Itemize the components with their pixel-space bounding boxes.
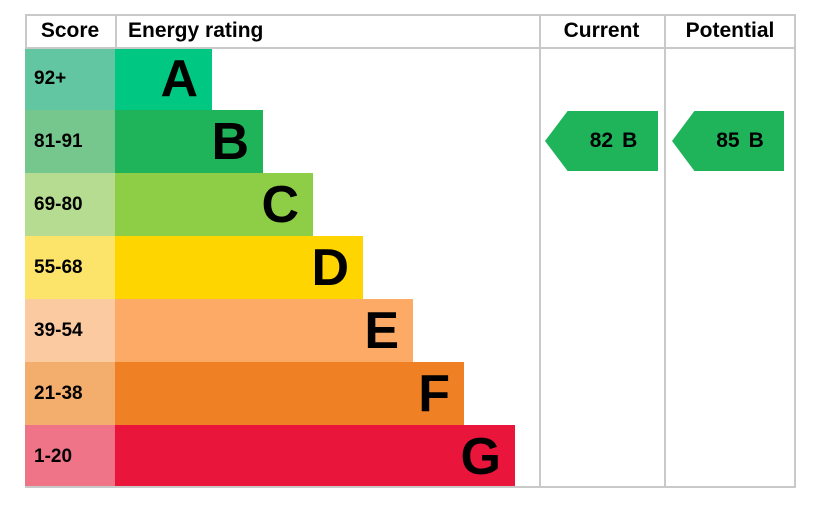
table-border-current-divider bbox=[539, 14, 541, 488]
table-border-bottom bbox=[25, 486, 796, 488]
energy-rating-column-header: Energy rating bbox=[128, 18, 264, 42]
current-column-header: Current bbox=[563, 18, 640, 42]
current-score-value: 82 bbox=[589, 129, 614, 152]
potential-score-value: 85 bbox=[716, 129, 740, 152]
band-row-e: 39-54 E bbox=[25, 299, 539, 362]
band-bar-a: A bbox=[115, 47, 212, 110]
score-range-a: 92+ bbox=[25, 47, 115, 110]
current-band-letter: B bbox=[622, 129, 638, 152]
score-range-g: 1-20 bbox=[25, 425, 115, 488]
epc-energy-rating-chart: Score Energy rating Current Potential 92… bbox=[25, 14, 796, 488]
table-border-top bbox=[25, 14, 796, 16]
band-letter-c: C bbox=[261, 175, 299, 234]
band-letter-a: A bbox=[160, 49, 198, 108]
score-range-e: 39-54 bbox=[25, 299, 115, 362]
band-letter-d: D bbox=[311, 238, 349, 297]
band-row-a: 92+ A bbox=[25, 47, 539, 110]
band-row-f: 21-38 F bbox=[25, 362, 539, 425]
band-row-g: 1-20 G bbox=[25, 425, 539, 488]
band-letter-b: B bbox=[211, 112, 249, 171]
band-letter-g: G bbox=[460, 427, 501, 486]
potential-column-header: Potential bbox=[685, 18, 775, 42]
table-border-potential-divider bbox=[664, 14, 666, 488]
score-range-b: 81-91 bbox=[25, 110, 115, 173]
band-bar-b: B bbox=[115, 110, 263, 173]
table-border-right bbox=[794, 14, 796, 488]
potential-band-letter: B bbox=[748, 129, 764, 152]
band-letter-e: E bbox=[364, 301, 399, 360]
band-letter-f: F bbox=[418, 364, 450, 423]
band-rows: 92+ A 81-91 B 69-80 C 55-68 D 39-54 E 21… bbox=[25, 47, 539, 488]
score-range-d: 55-68 bbox=[25, 236, 115, 299]
score-column-header: Score bbox=[40, 18, 100, 42]
band-bar-e: E bbox=[115, 299, 413, 362]
band-bar-d: D bbox=[115, 236, 363, 299]
band-row-c: 69-80 C bbox=[25, 173, 539, 236]
potential-rating-arrow: 85 B bbox=[672, 111, 784, 171]
band-bar-g: G bbox=[115, 425, 515, 488]
band-row-d: 55-68 D bbox=[25, 236, 539, 299]
band-bar-f: F bbox=[115, 362, 464, 425]
score-range-f: 21-38 bbox=[25, 362, 115, 425]
table-border-header-bottom bbox=[25, 47, 796, 49]
band-row-b: 81-91 B bbox=[25, 110, 539, 173]
score-range-c: 69-80 bbox=[25, 173, 115, 236]
table-border-score-divider bbox=[115, 14, 117, 47]
band-bar-c: C bbox=[115, 173, 313, 236]
table-border-left bbox=[25, 14, 27, 47]
current-rating-arrow: 82 B bbox=[545, 111, 658, 171]
